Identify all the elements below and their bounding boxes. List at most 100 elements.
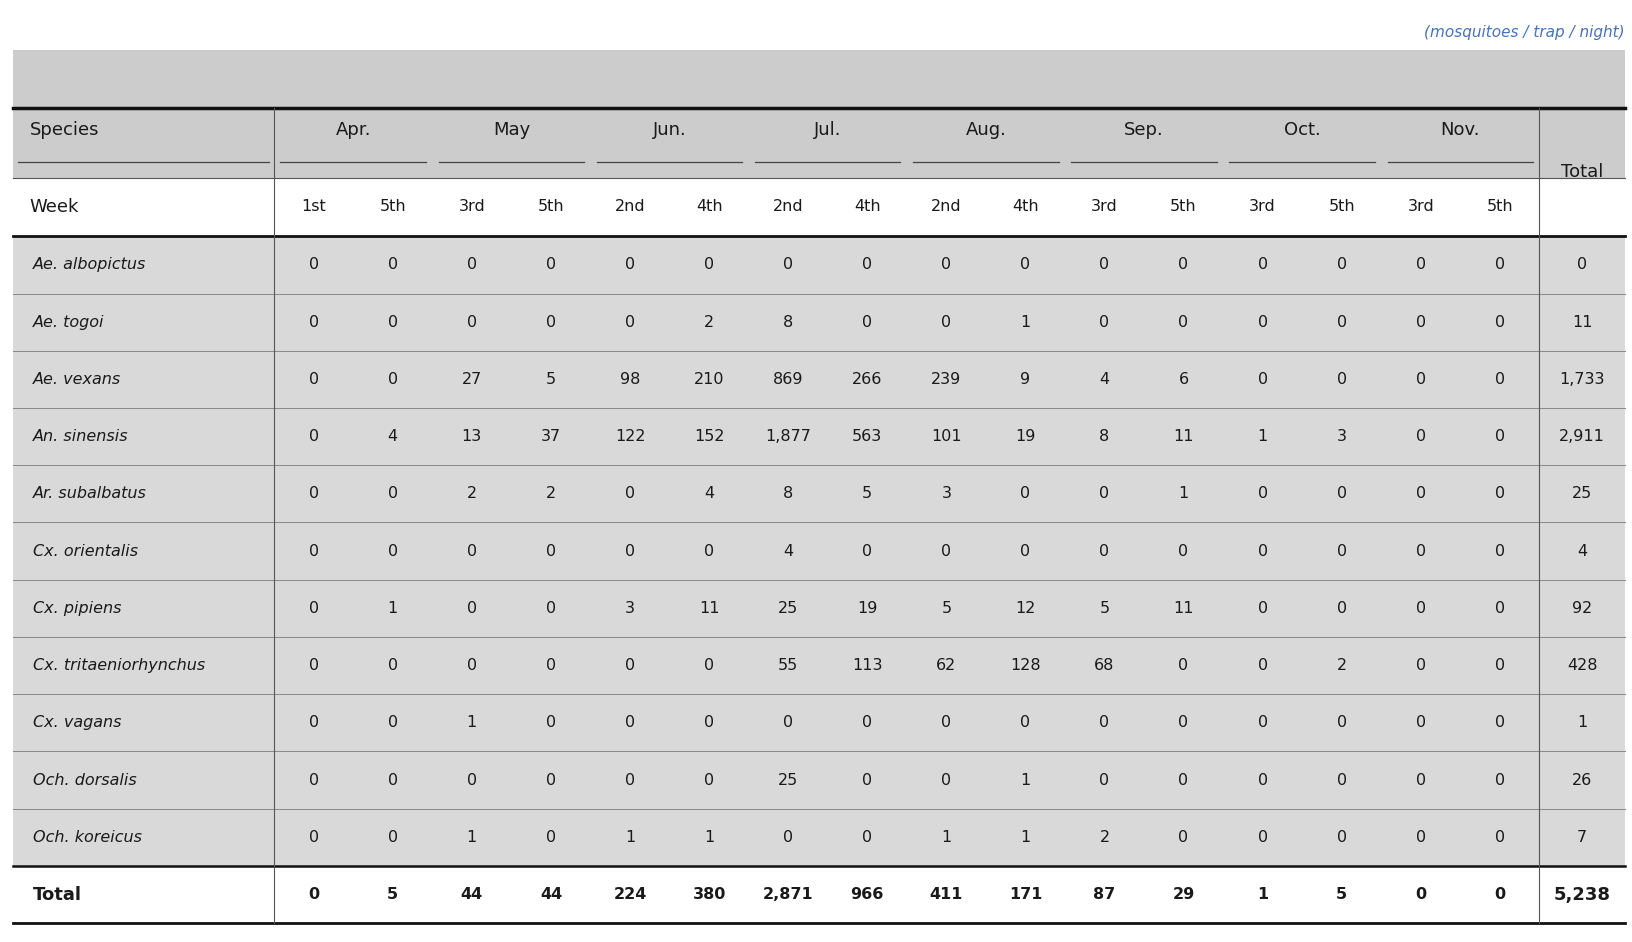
Text: 0: 0 xyxy=(308,887,320,902)
Text: 0: 0 xyxy=(940,715,951,730)
Text: 5,238: 5,238 xyxy=(1552,885,1609,903)
Text: 210: 210 xyxy=(694,372,725,387)
Text: 0: 0 xyxy=(940,257,951,272)
Text: Jul.: Jul. xyxy=(813,122,840,139)
Text: 380: 380 xyxy=(692,887,725,902)
Text: Sep.: Sep. xyxy=(1123,122,1164,139)
Text: 0: 0 xyxy=(1415,772,1425,788)
Text: 0: 0 xyxy=(1337,544,1346,559)
Text: 26: 26 xyxy=(1572,772,1591,788)
Text: Total: Total xyxy=(33,885,82,903)
Text: 8: 8 xyxy=(783,315,793,330)
Text: 0: 0 xyxy=(308,658,318,674)
Text: 1: 1 xyxy=(467,715,477,730)
Text: 0: 0 xyxy=(308,315,318,330)
Text: 0: 0 xyxy=(467,601,477,616)
Text: 0: 0 xyxy=(1178,257,1188,272)
Text: 19: 19 xyxy=(1015,430,1035,444)
Text: 0: 0 xyxy=(1337,830,1346,845)
Text: Och. koreicus: Och. koreicus xyxy=(33,830,142,845)
Text: 0: 0 xyxy=(308,830,318,845)
Text: 87: 87 xyxy=(1093,887,1115,902)
Text: Cx. pipiens: Cx. pipiens xyxy=(33,601,121,616)
Text: 1: 1 xyxy=(703,830,713,845)
Text: 101: 101 xyxy=(930,430,961,444)
Text: 0: 0 xyxy=(387,315,398,330)
Text: 0: 0 xyxy=(1257,486,1266,501)
Text: 25: 25 xyxy=(777,772,798,788)
Text: Cx. vagans: Cx. vagans xyxy=(33,715,121,730)
Text: 2nd: 2nd xyxy=(772,200,803,215)
Text: 0: 0 xyxy=(1493,887,1505,902)
Text: 0: 0 xyxy=(940,544,951,559)
Text: 0: 0 xyxy=(1493,315,1505,330)
Text: 92: 92 xyxy=(1572,601,1591,616)
Text: 25: 25 xyxy=(1572,486,1591,501)
Text: 62: 62 xyxy=(935,658,956,674)
Text: 0: 0 xyxy=(783,715,793,730)
Text: 0: 0 xyxy=(387,830,398,845)
Text: 0: 0 xyxy=(625,486,635,501)
Text: 0: 0 xyxy=(940,772,951,788)
Text: 1: 1 xyxy=(1020,772,1030,788)
Text: 1: 1 xyxy=(940,830,951,845)
Text: Species: Species xyxy=(29,122,100,139)
Text: 0: 0 xyxy=(467,544,477,559)
Text: 0: 0 xyxy=(387,544,398,559)
Text: 0: 0 xyxy=(1493,830,1505,845)
Text: 0: 0 xyxy=(1098,315,1108,330)
Text: 0: 0 xyxy=(1493,257,1505,272)
Text: 0: 0 xyxy=(545,601,555,616)
Bar xyxy=(13,523,1624,579)
Text: 0: 0 xyxy=(1415,486,1425,501)
Text: 0: 0 xyxy=(545,658,555,674)
Text: 5th: 5th xyxy=(1170,200,1196,215)
Text: 0: 0 xyxy=(467,315,477,330)
Text: 0: 0 xyxy=(1257,601,1266,616)
Text: 0: 0 xyxy=(1178,658,1188,674)
Text: 8: 8 xyxy=(783,486,793,501)
Text: 0: 0 xyxy=(1098,486,1108,501)
Text: Och. dorsalis: Och. dorsalis xyxy=(33,772,137,788)
Text: 1: 1 xyxy=(625,830,635,845)
Text: 0: 0 xyxy=(1337,715,1346,730)
Text: 29: 29 xyxy=(1172,887,1195,902)
Text: 5th: 5th xyxy=(537,200,565,215)
Bar xyxy=(13,579,1624,637)
Text: 0: 0 xyxy=(1415,715,1425,730)
Text: 3: 3 xyxy=(940,486,951,501)
Text: Total: Total xyxy=(1560,163,1603,181)
Text: 122: 122 xyxy=(614,430,645,444)
Text: 224: 224 xyxy=(614,887,646,902)
Text: 3rd: 3rd xyxy=(459,200,485,215)
Text: 0: 0 xyxy=(387,772,398,788)
Text: 0: 0 xyxy=(387,658,398,674)
Text: 4th: 4th xyxy=(695,200,721,215)
Text: 2,871: 2,871 xyxy=(762,887,813,902)
Text: 0: 0 xyxy=(545,257,555,272)
Text: 0: 0 xyxy=(308,257,318,272)
Text: 2: 2 xyxy=(467,486,477,501)
Text: 0: 0 xyxy=(625,772,635,788)
Text: 0: 0 xyxy=(703,658,713,674)
Text: 0: 0 xyxy=(1337,772,1346,788)
Text: 0: 0 xyxy=(1178,544,1188,559)
Text: 19: 19 xyxy=(857,601,876,616)
Text: 44: 44 xyxy=(540,887,561,902)
Text: 0: 0 xyxy=(1098,257,1108,272)
Text: 0: 0 xyxy=(387,372,398,387)
Text: 0: 0 xyxy=(1415,544,1425,559)
Text: 3rd: 3rd xyxy=(1248,200,1275,215)
Text: 0: 0 xyxy=(1098,544,1108,559)
Bar xyxy=(13,694,1624,752)
Text: 0: 0 xyxy=(862,257,871,272)
Text: 0: 0 xyxy=(545,715,555,730)
Text: 0: 0 xyxy=(625,715,635,730)
Text: 428: 428 xyxy=(1567,658,1596,674)
Text: 0: 0 xyxy=(308,430,318,444)
Text: 98: 98 xyxy=(620,372,640,387)
Text: Aug.: Aug. xyxy=(965,122,1005,139)
Text: Ae. albopictus: Ae. albopictus xyxy=(33,257,145,272)
Text: 0: 0 xyxy=(1098,715,1108,730)
Text: 0: 0 xyxy=(1493,715,1505,730)
